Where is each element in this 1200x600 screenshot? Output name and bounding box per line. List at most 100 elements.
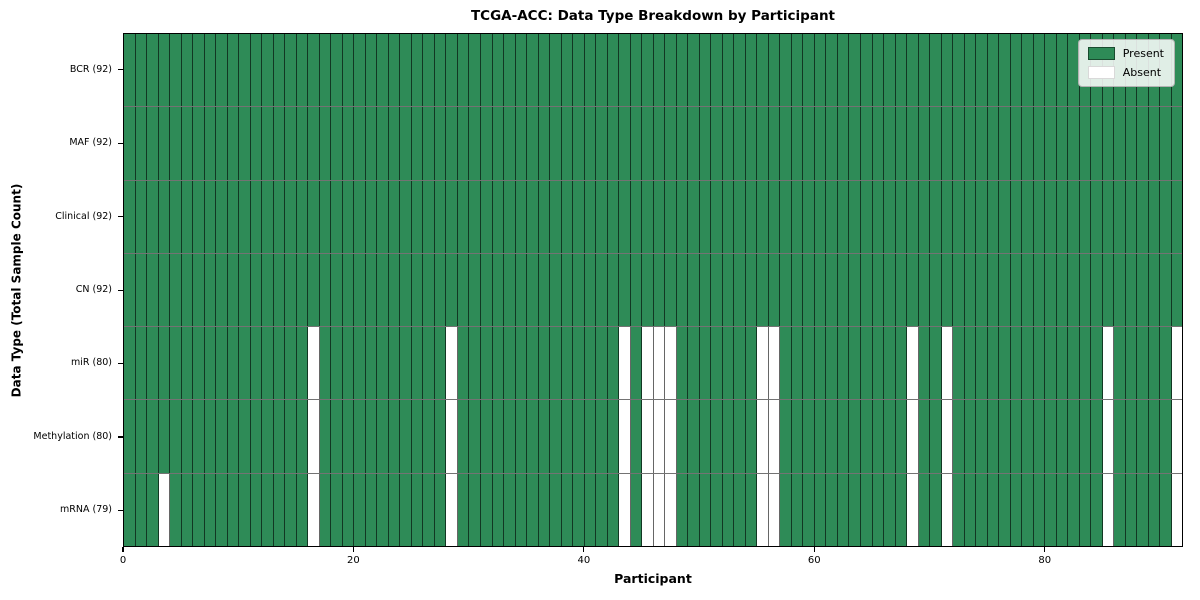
heatmap-cell: [285, 34, 297, 107]
heatmap-cell: [872, 400, 885, 473]
heatmap-cell: [837, 253, 850, 327]
heatmap-cell: [515, 400, 528, 473]
heatmap-cell: [837, 34, 850, 107]
heatmap-cell: [204, 34, 217, 107]
heatmap-cell: [814, 180, 827, 253]
y-tick-label: miR (80): [70, 357, 112, 369]
heatmap-cell: [1171, 400, 1183, 473]
heatmap-cell: [1033, 327, 1046, 400]
heatmap-cell: [319, 473, 332, 546]
heatmap-cell: [1114, 180, 1126, 253]
heatmap-cell: [538, 327, 551, 400]
heatmap-cell: [135, 107, 148, 180]
heatmap-cell: [1022, 400, 1034, 473]
heatmap-cell: [642, 107, 654, 180]
heatmap-cell: [1045, 34, 1057, 107]
heatmap-cell: [1091, 327, 1103, 400]
heatmap-cell: [688, 180, 700, 253]
y-tick-label: Methylation (80): [33, 430, 112, 442]
heatmap-cell: [1022, 180, 1034, 253]
heatmap-cell: [676, 253, 689, 327]
x-tick-mark: [122, 547, 124, 552]
heatmap-cell: [365, 327, 378, 400]
heatmap-cell: [1056, 473, 1069, 546]
heatmap-cell: [296, 400, 309, 473]
heatmap-cell: [826, 107, 838, 180]
heatmap-cell: [193, 107, 205, 180]
heatmap-cell: [768, 34, 781, 107]
heatmap-cell: [642, 327, 654, 400]
heatmap-cell: [181, 400, 194, 473]
heatmap-cell: [181, 327, 194, 400]
heatmap-cell: [1091, 253, 1103, 327]
heatmap-cell: [826, 327, 838, 400]
heatmap-cell: [987, 473, 1000, 546]
heatmap-cell: [1022, 107, 1034, 180]
heatmap-cell: [584, 327, 597, 400]
heatmap-cell: [826, 253, 838, 327]
heatmap-cell: [377, 473, 389, 546]
heatmap-row-BCR: [124, 34, 1183, 108]
heatmap-cell: [573, 34, 585, 107]
heatmap-cell: [1125, 400, 1138, 473]
heatmap-cell: [250, 473, 263, 546]
heatmap-row-Methylation: [124, 400, 1183, 474]
heatmap-cell: [434, 400, 447, 473]
heatmap-cell: [170, 253, 182, 327]
heatmap-cell: [204, 253, 217, 327]
heatmap-cell: [918, 327, 931, 400]
heatmap-cell: [1102, 180, 1115, 253]
heatmap-cell: [780, 327, 792, 400]
heatmap-cell: [837, 180, 850, 253]
heatmap-cell: [918, 107, 931, 180]
heatmap-cell: [354, 34, 366, 107]
heatmap-cell: [285, 400, 297, 473]
heatmap-cell: [803, 253, 815, 327]
chart-title: TCGA-ACC: Data Type Breakdown by Partici…: [470, 8, 836, 24]
heatmap-cell: [147, 34, 159, 107]
heatmap-cell: [573, 400, 585, 473]
heatmap-cell: [354, 253, 366, 327]
heatmap-cell: [227, 253, 240, 327]
heatmap-cell: [930, 400, 942, 473]
heatmap-cell: [273, 400, 286, 473]
heatmap-cell: [711, 400, 723, 473]
heatmap-cell: [504, 253, 516, 327]
heatmap-cell: [331, 107, 343, 180]
heatmap-cell: [918, 400, 931, 473]
heatmap-cell: [527, 107, 539, 180]
heatmap-cell: [814, 327, 827, 400]
heatmap-cell: [619, 400, 631, 473]
heatmap-cell: [1125, 107, 1138, 180]
heatmap-cell: [354, 180, 366, 253]
heatmap-cell: [400, 473, 412, 546]
heatmap-cell: [561, 107, 574, 180]
heatmap-cell: [377, 327, 389, 400]
heatmap-cell: [239, 327, 251, 400]
heatmap-cell: [688, 400, 700, 473]
heatmap-cell: [1171, 327, 1183, 400]
heatmap-cell: [354, 107, 366, 180]
heatmap-cell: [388, 473, 401, 546]
heatmap-cell: [262, 400, 274, 473]
heatmap-cell: [561, 473, 574, 546]
heatmap-cell: [1148, 473, 1161, 546]
heatmap-cell: [791, 400, 804, 473]
heatmap-cell: [193, 327, 205, 400]
heatmap-cell: [504, 473, 516, 546]
heatmap-cell: [941, 327, 954, 400]
heatmap-cell: [745, 473, 758, 546]
heatmap-cell: [642, 473, 654, 546]
heatmap-cell: [538, 107, 551, 180]
heatmap-cell: [331, 400, 343, 473]
heatmap-cell: [319, 400, 332, 473]
heatmap-cell: [457, 473, 470, 546]
heatmap-cell: [872, 327, 885, 400]
heatmap-cell: [573, 253, 585, 327]
heatmap-cell: [504, 107, 516, 180]
heatmap-cell: [331, 253, 343, 327]
heatmap-cell: [504, 34, 516, 107]
heatmap-cell: [193, 180, 205, 253]
heatmap-cell: [895, 327, 908, 400]
heatmap-cell: [1102, 400, 1115, 473]
